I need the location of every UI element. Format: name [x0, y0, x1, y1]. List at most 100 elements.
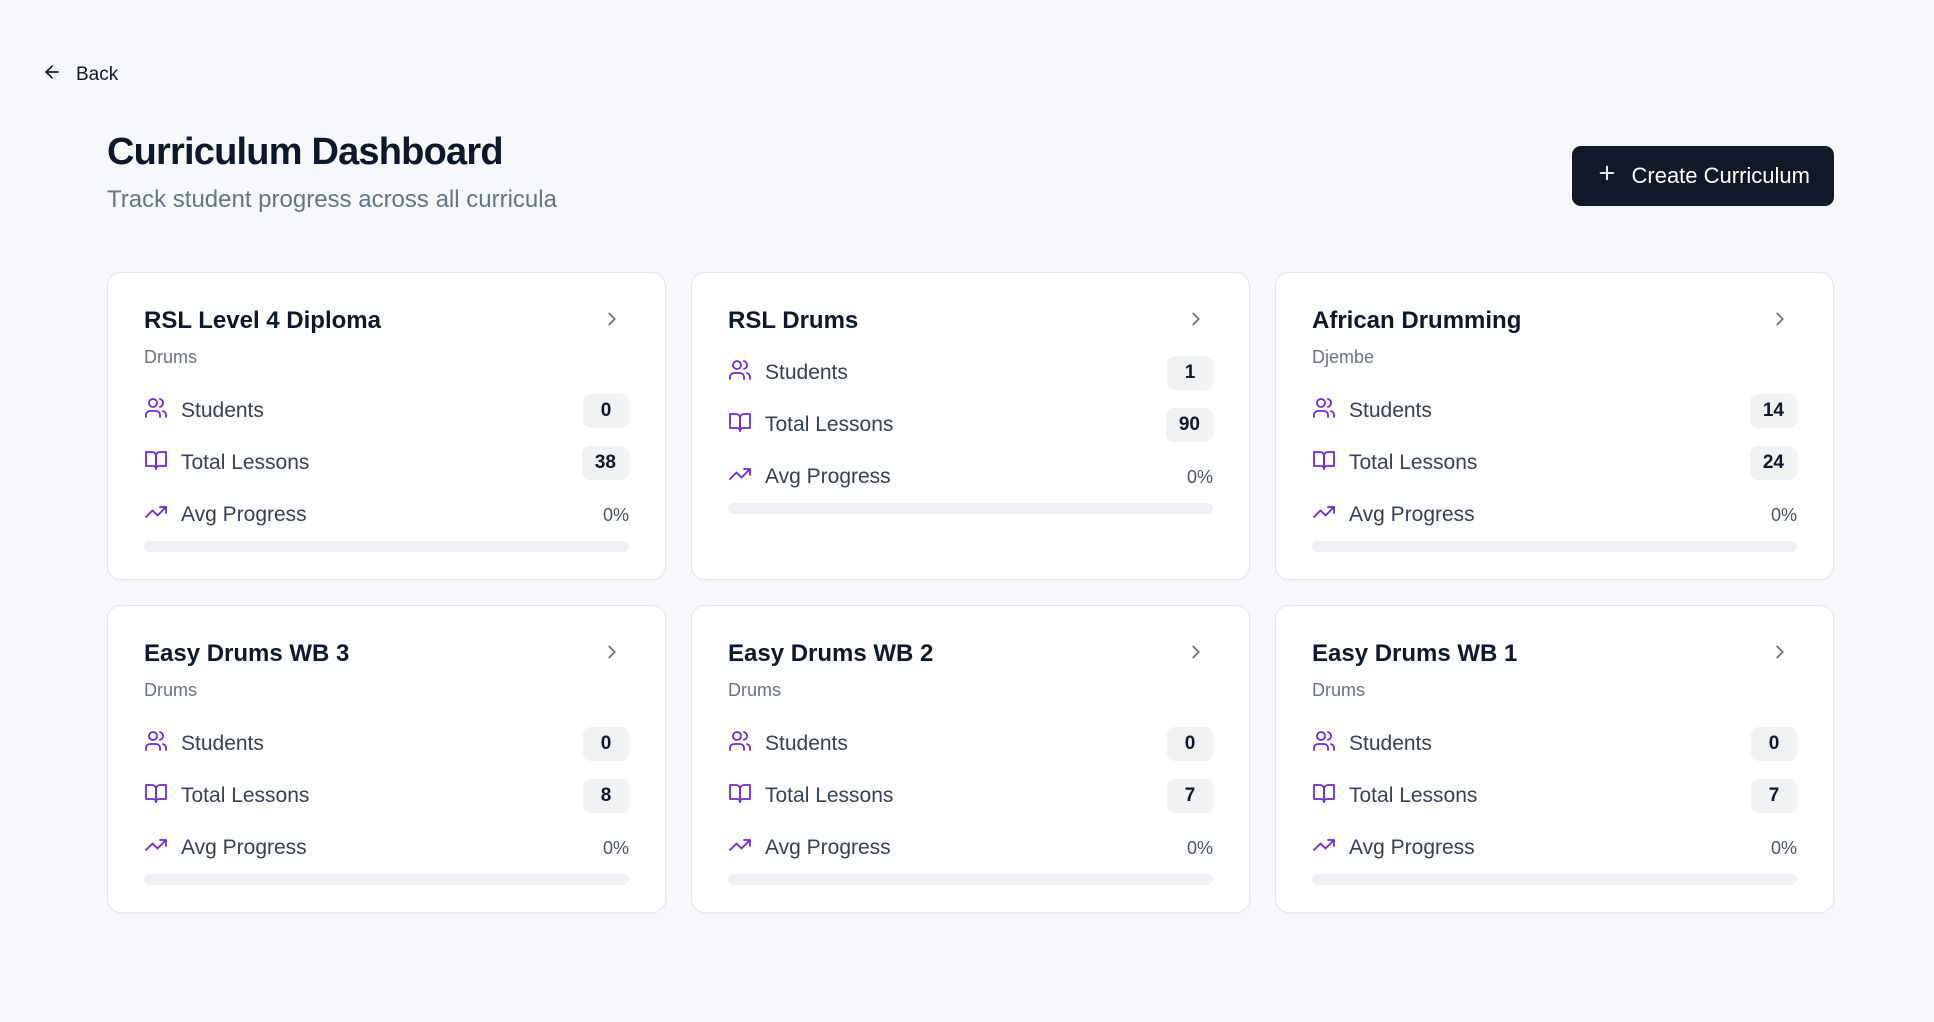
- lessons-count-badge: 90: [1165, 408, 1213, 442]
- total-lessons-label: Total Lessons: [1349, 784, 1478, 807]
- card-stats: Students 0 Total Lessons 38: [144, 385, 629, 552]
- avg-progress-row: Avg Progress 0%: [144, 489, 629, 541]
- lessons-count-badge: 38: [581, 446, 629, 480]
- students-row: Students 0: [1312, 718, 1797, 770]
- students-count-badge: 0: [1167, 727, 1213, 761]
- card-subtitle: Drums: [144, 680, 197, 700]
- create-curriculum-button[interactable]: Create Curriculum: [1571, 146, 1834, 206]
- avg-progress-value: 0%: [1186, 466, 1213, 487]
- card-title: Easy Drums WB 2: [728, 640, 934, 667]
- book-open-icon: [728, 410, 752, 440]
- students-row: Students 0: [728, 718, 1213, 770]
- users-icon: [1312, 396, 1336, 426]
- avg-progress-value: 0%: [1186, 837, 1213, 858]
- total-lessons-label: Total Lessons: [1349, 451, 1478, 474]
- students-count-badge: 0: [583, 394, 629, 428]
- book-open-icon: [1312, 448, 1336, 478]
- progress-bar: [728, 503, 1213, 514]
- avg-progress-label: Avg Progress: [1349, 836, 1475, 859]
- avg-progress-value: 0%: [602, 504, 629, 525]
- students-label: Students: [1349, 732, 1432, 755]
- lessons-count-badge: 7: [1751, 779, 1797, 813]
- trending-up-icon: [728, 833, 752, 863]
- card-subtitle: Drums: [144, 347, 197, 367]
- students-label: Students: [181, 399, 264, 422]
- curriculum-card[interactable]: African Drumming Djembe Students 14: [1275, 272, 1834, 580]
- lessons-count-badge: 8: [583, 779, 629, 813]
- total-lessons-row: Total Lessons 8: [144, 770, 629, 822]
- curriculum-grid: RSL Level 4 Diploma Drums Students 0: [107, 272, 1834, 913]
- book-open-icon: [144, 448, 168, 478]
- curriculum-card[interactable]: RSL Drums Students 1: [691, 272, 1250, 580]
- avg-progress-row: Avg Progress 0%: [728, 451, 1213, 503]
- card-title: RSL Drums: [728, 307, 859, 334]
- students-label: Students: [181, 732, 264, 755]
- students-row: Students 0: [144, 718, 629, 770]
- card-stats: Students 1 Total Lessons 90: [728, 347, 1213, 514]
- total-lessons-label: Total Lessons: [765, 784, 894, 807]
- card-title: Easy Drums WB 3: [144, 640, 350, 667]
- chevron-right-icon[interactable]: [1769, 641, 1797, 668]
- avg-progress-row: Avg Progress 0%: [144, 822, 629, 874]
- total-lessons-row: Total Lessons 7: [1312, 770, 1797, 822]
- page-title: Curriculum Dashboard: [107, 131, 504, 173]
- users-icon: [144, 729, 168, 759]
- trending-up-icon: [728, 462, 752, 492]
- chevron-right-icon[interactable]: [1185, 641, 1213, 668]
- curriculum-card[interactable]: Easy Drums WB 1 Drums Students 0: [1275, 605, 1834, 913]
- students-count-badge: 1: [1167, 356, 1213, 390]
- avg-progress-row: Avg Progress 0%: [1312, 822, 1797, 874]
- curriculum-card[interactable]: RSL Level 4 Diploma Drums Students 0: [107, 272, 666, 580]
- book-open-icon: [1312, 781, 1336, 811]
- avg-progress-label: Avg Progress: [1349, 503, 1475, 526]
- avg-progress-label: Avg Progress: [181, 836, 307, 859]
- progress-bar: [1312, 874, 1797, 885]
- book-open-icon: [144, 781, 168, 811]
- arrow-left-icon: [42, 62, 62, 88]
- book-open-icon: [728, 781, 752, 811]
- card-header: RSL Drums: [728, 303, 1213, 339]
- chevron-right-icon[interactable]: [1769, 308, 1797, 335]
- card-stats: Students 0 Total Lessons 8: [144, 718, 629, 885]
- students-count-badge: 0: [1751, 727, 1797, 761]
- chevron-right-icon[interactable]: [601, 308, 629, 335]
- avg-progress-row: Avg Progress 0%: [1312, 489, 1797, 541]
- plus-icon: [1596, 162, 1618, 190]
- card-title: RSL Level 4 Diploma: [144, 307, 381, 334]
- card-title: Easy Drums WB 1: [1312, 640, 1518, 667]
- students-label: Students: [765, 732, 848, 755]
- back-link[interactable]: Back: [42, 62, 118, 88]
- students-count-badge: 0: [583, 727, 629, 761]
- avg-progress-value: 0%: [602, 837, 629, 858]
- page-header: Curriculum Dashboard Track student progr…: [107, 128, 1834, 214]
- back-label: Back: [76, 64, 119, 85]
- students-row: Students 14: [1312, 385, 1797, 437]
- users-icon: [728, 358, 752, 388]
- total-lessons-row: Total Lessons 24: [1312, 437, 1797, 489]
- card-header: Easy Drums WB 3: [144, 636, 629, 672]
- lessons-count-badge: 7: [1167, 779, 1213, 813]
- users-icon: [144, 396, 168, 426]
- students-count-badge: 14: [1749, 394, 1797, 428]
- progress-bar: [1312, 541, 1797, 552]
- card-stats: Students 14 Total Lessons 24: [1312, 385, 1797, 552]
- progress-bar: [144, 541, 629, 552]
- trending-up-icon: [144, 833, 168, 863]
- avg-progress-value: 0%: [1770, 837, 1797, 858]
- curriculum-card[interactable]: Easy Drums WB 2 Drums Students 0: [691, 605, 1250, 913]
- students-row: Students 0: [144, 385, 629, 437]
- avg-progress-label: Avg Progress: [765, 836, 891, 859]
- trending-up-icon: [1312, 500, 1336, 530]
- curriculum-card[interactable]: Easy Drums WB 3 Drums Students 0: [107, 605, 666, 913]
- total-lessons-label: Total Lessons: [181, 451, 310, 474]
- card-header: African Drumming: [1312, 303, 1797, 339]
- card-header: Easy Drums WB 2: [728, 636, 1213, 672]
- avg-progress-value: 0%: [1770, 504, 1797, 525]
- chevron-right-icon[interactable]: [601, 641, 629, 668]
- chevron-right-icon[interactable]: [1185, 308, 1213, 335]
- card-header: Easy Drums WB 1: [1312, 636, 1797, 672]
- avg-progress-label: Avg Progress: [765, 465, 891, 488]
- users-icon: [728, 729, 752, 759]
- card-stats: Students 0 Total Lessons 7: [1312, 718, 1797, 885]
- trending-up-icon: [1312, 833, 1336, 863]
